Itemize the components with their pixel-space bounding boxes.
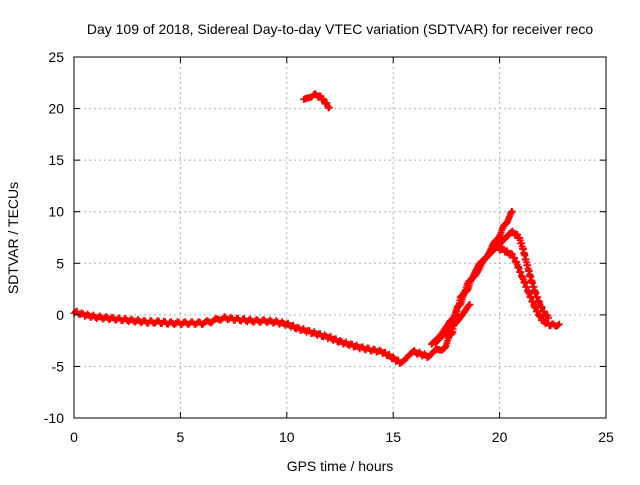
x-tick-label: 25 — [598, 429, 614, 445]
data-point — [508, 208, 516, 216]
data-point — [466, 301, 474, 309]
data-points — [70, 90, 563, 367]
y-tick-label: -5 — [52, 358, 65, 374]
data-point — [507, 249, 515, 257]
y-tick-label: 25 — [48, 49, 64, 65]
data-point — [389, 353, 397, 361]
y-tick-label: 10 — [48, 204, 64, 220]
y-tick-label: 0 — [56, 307, 64, 323]
x-tick-label: 10 — [279, 429, 295, 445]
x-tick-label: 15 — [385, 429, 401, 445]
y-tick-label: 20 — [48, 101, 64, 117]
plot-frame — [73, 56, 607, 419]
chart-title: Day 109 of 2018, Sidereal Day-to-day VTE… — [87, 21, 593, 37]
data-point — [555, 320, 563, 328]
data-point — [321, 331, 329, 339]
x-axis-label: GPS time / hours — [287, 458, 394, 474]
x-tick-label: 20 — [492, 429, 508, 445]
gridlines — [74, 57, 606, 418]
y-tick-label: 5 — [56, 255, 64, 271]
x-tick-label: 5 — [177, 429, 185, 445]
x-tick-label: 0 — [70, 429, 78, 445]
y-axis-label: SDTVAR / TECUs — [5, 182, 21, 294]
y-tick-label: 15 — [48, 152, 64, 168]
data-point — [545, 314, 553, 322]
tick-labels: 0 5 10 15 20 25 -10 -5 0 5 10 15 20 25 — [44, 49, 614, 445]
data-point — [311, 90, 319, 98]
y-tick-label: -10 — [44, 410, 64, 426]
axis-ticks — [73, 56, 607, 419]
data-point — [325, 104, 333, 112]
data-point — [498, 244, 506, 252]
data-point — [381, 348, 389, 356]
data-point — [554, 322, 562, 330]
data-point — [78, 309, 86, 317]
